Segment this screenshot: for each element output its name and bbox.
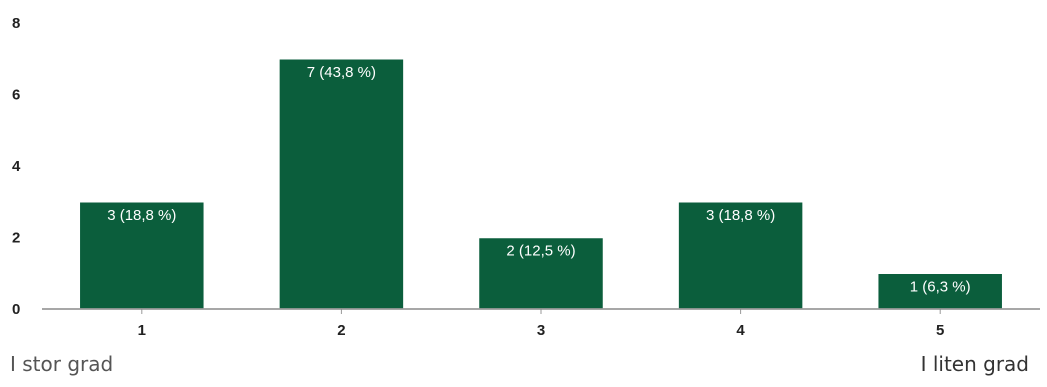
x-tick-label: 3	[537, 322, 545, 339]
y-tick-label: 6	[12, 87, 20, 104]
bar	[677, 201, 804, 310]
y-tick-label: 2	[12, 230, 20, 247]
data-label: 3 (18,8 %)	[107, 207, 176, 224]
bar	[876, 272, 1004, 310]
scale-left-label: I stor grad	[10, 352, 114, 376]
y-tick-label: 0	[12, 301, 20, 318]
data-label: 7 (43,8 %)	[307, 64, 376, 81]
y-tick-label: 8	[12, 15, 20, 32]
data-label: 2 (12,5 %)	[506, 243, 575, 260]
bar	[278, 58, 405, 310]
scale-right-label: I liten grad	[920, 352, 1029, 376]
bar	[78, 201, 206, 310]
y-tick-label: 4	[12, 158, 21, 175]
data-label: 3 (18,8 %)	[706, 207, 775, 224]
bar	[477, 236, 605, 310]
x-tick-label: 4	[736, 322, 745, 339]
x-tick-label: 5	[936, 322, 944, 339]
x-tick-label: 2	[337, 322, 345, 339]
x-tick-label: 1	[138, 322, 146, 339]
data-label: 1 (6,3 %)	[910, 278, 971, 295]
